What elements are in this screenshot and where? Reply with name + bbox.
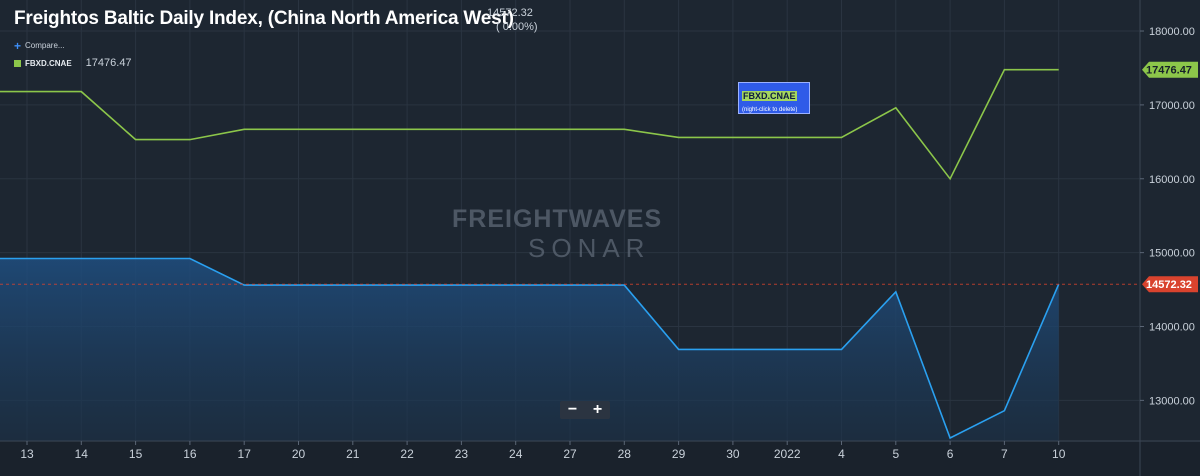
watermark-logo: FREIGHTWAVES bbox=[452, 205, 663, 233]
x-tick-label: 15 bbox=[129, 447, 143, 461]
x-tick-label: 16 bbox=[183, 447, 197, 461]
title-current-value: 14572.32 bbox=[487, 7, 533, 19]
zoom-out-button[interactable]: − bbox=[567, 401, 578, 418]
x-tick-label: 14 bbox=[75, 447, 89, 461]
x-tick-label: 17 bbox=[238, 447, 252, 461]
price-label-box bbox=[1142, 276, 1198, 293]
tooltip-hint: (night-click to delete) bbox=[742, 107, 798, 113]
x-axis-band bbox=[0, 442, 1200, 476]
x-axis: 13 14 15 16 17 20 21 22 23 24 27 28 29 30 2022 4 5 6 7 10 bbox=[0, 440, 1200, 476]
legend-series-value: 17476.47 bbox=[85, 57, 132, 69]
x-tick-label: 27 bbox=[563, 447, 577, 461]
x-tick-label: 7 bbox=[1001, 447, 1008, 461]
legend-series-name: FBXD.CNAE bbox=[25, 58, 72, 68]
x-tick-label: 6 bbox=[947, 447, 954, 461]
x-tick-label: 2022 bbox=[774, 447, 801, 461]
y-tick-label: 16000.00 bbox=[1149, 174, 1195, 186]
compare-label: Compare... bbox=[25, 41, 65, 50]
y-tick-label: 13000.00 bbox=[1149, 395, 1195, 407]
plus-icon: + bbox=[14, 38, 22, 53]
tooltip-series-name: FBXD.CNAE bbox=[742, 91, 797, 101]
x-tick-label: 22 bbox=[400, 447, 414, 461]
legend-item[interactable]: FBXD.CNAE 17476.47 bbox=[14, 57, 132, 69]
y-tick-label: 18000.00 bbox=[1149, 26, 1195, 38]
y-tick-label: 17000.00 bbox=[1149, 100, 1195, 112]
title-change-percent: ( 0.00%) bbox=[496, 21, 538, 33]
y-tick-label: 15000.00 bbox=[1149, 248, 1195, 260]
price-label-box bbox=[1142, 61, 1198, 78]
x-tick-label: 23 bbox=[455, 447, 469, 461]
page-title: Freightos Baltic Daily Index, (China Nor… bbox=[14, 8, 514, 29]
price-label: 14572.32 bbox=[1142, 276, 1198, 293]
x-tick-label: 21 bbox=[346, 447, 360, 461]
x-tick-label: 13 bbox=[20, 447, 34, 461]
series-tooltip[interactable]: FBXD.CNAE (night-click to delete) bbox=[738, 82, 810, 114]
price-label: 17476.47 bbox=[1142, 61, 1198, 78]
series-lines bbox=[0, 68, 1140, 440]
x-tick-label: 4 bbox=[838, 447, 845, 461]
zoom-in-button[interactable]: + bbox=[592, 401, 603, 418]
y-tick-label: 14000.00 bbox=[1149, 322, 1195, 334]
series-line[interactable] bbox=[0, 68, 1059, 181]
legend-swatch bbox=[14, 59, 21, 67]
zoom-controls: − + bbox=[560, 401, 610, 419]
price-label-text: 17476.47 bbox=[1146, 65, 1192, 77]
watermark-sonar: SONAR bbox=[528, 233, 651, 263]
x-tick-label: 20 bbox=[292, 447, 306, 461]
price-label-text: 14572.32 bbox=[1146, 279, 1192, 291]
x-tick-label: 24 bbox=[509, 447, 523, 461]
x-tick-label: 5 bbox=[892, 447, 899, 461]
x-tick-label: 10 bbox=[1052, 447, 1066, 461]
y-axis: 18000.00 17000.00 16000.00 15000.00 14000.00… bbox=[1139, 0, 1198, 476]
compare-button[interactable]: + Compare... bbox=[14, 38, 65, 53]
x-tick-label: 30 bbox=[726, 447, 740, 461]
x-tick-label: 28 bbox=[618, 447, 632, 461]
series-area bbox=[0, 258, 1059, 441]
area-fill bbox=[0, 258, 1059, 441]
x-tick-label: 29 bbox=[672, 447, 686, 461]
series-line[interactable] bbox=[0, 257, 1060, 440]
